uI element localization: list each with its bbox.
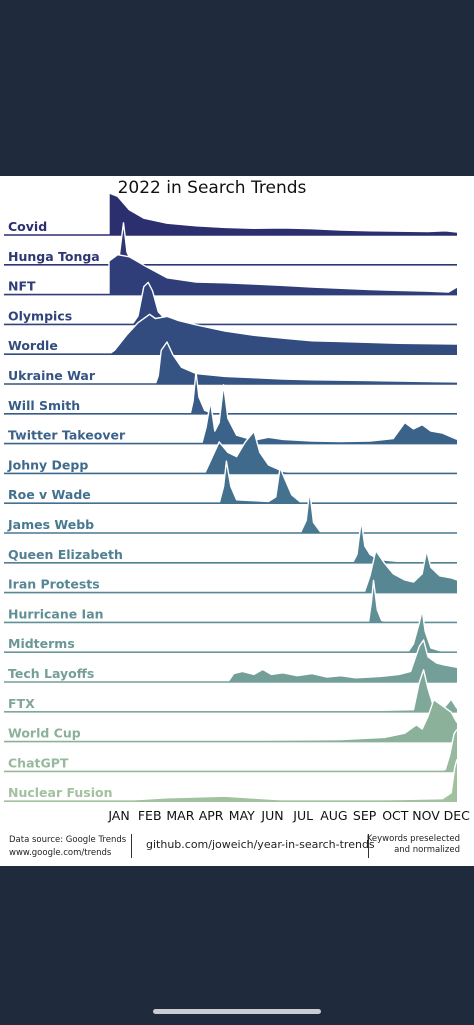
ridge-area (109, 550, 457, 593)
series-label: Olympics (8, 308, 72, 323)
series-label: Wordle (8, 338, 58, 353)
chart-title: 2022 in Search Trends (118, 178, 307, 198)
ridge-area (109, 699, 457, 742)
series-label: Nuclear Fusion (8, 785, 113, 800)
footer-divider-right (368, 834, 369, 858)
note-line2: and normalized (394, 845, 460, 855)
series-label: Will Smith (8, 398, 80, 413)
ridge-area (109, 314, 457, 355)
ridge-james-webb: James Webb (4, 490, 457, 534)
ridge-outline (108, 254, 458, 295)
series-label: Covid (8, 219, 47, 234)
month-axis: JAN FEB MAR APR MAY JUN JUL AUG SEP OCT NOV DEC (107, 808, 470, 823)
month-tick-label: MAR (166, 808, 194, 823)
ridge-outline (108, 698, 458, 743)
ridge-outline (109, 430, 457, 475)
month-tick-label: JAN (107, 808, 129, 823)
month-tick-label: JUN (260, 808, 283, 823)
footer-divider-left (131, 834, 132, 858)
ridge-chatgpt: ChatGPT (4, 729, 458, 773)
ridge-outline (109, 549, 458, 594)
ridge-covid: Covid (4, 192, 458, 236)
ridge-hurricane-ian: Hurricane Ian (4, 579, 457, 624)
month-tick-label: OCT (382, 808, 409, 823)
ridge-outline (109, 460, 457, 504)
month-tick-label: APR (199, 808, 224, 823)
ridge-outline (109, 384, 458, 445)
series-label: Roe v Wade (8, 487, 91, 502)
ridge-world-cup: World Cup (4, 698, 458, 743)
series-label: Johny Depp (7, 457, 88, 472)
ridge-outline (108, 313, 458, 355)
month-tick-label: FEB (138, 808, 162, 823)
ridge-will-smith: Will Smith (4, 371, 457, 415)
ridge-johny-depp: Johny Depp (4, 430, 457, 475)
ridge-area (109, 640, 457, 682)
ridgeline-chart: 2022 in Search Trends Covid Hunga Tonga NF… (4, 178, 470, 823)
repo-link[interactable]: github.com/joweich/year-in-search-trends (146, 838, 375, 851)
ridge-outline (109, 609, 458, 653)
ridge-nuclear-fusion: Nuclear Fusion (4, 759, 458, 803)
ridge-twitter-takeover: Twitter Takeover (4, 384, 458, 445)
series-label: NFT (8, 279, 36, 294)
home-indicator[interactable] (153, 1009, 321, 1014)
series-label: Queen Elizabeth (8, 547, 123, 562)
series-label: FTX (8, 696, 35, 711)
ridge-area (109, 384, 457, 444)
chart-card: 2022 in Search Trends Covid Hunga Tonga NF… (0, 176, 474, 866)
data-source-line2: www.google.com/trends (9, 848, 112, 858)
series-label: ChatGPT (8, 755, 69, 770)
month-tick-label: JUL (292, 808, 313, 823)
ridge-outline (108, 192, 458, 235)
series-label: Twitter Takeover (8, 428, 126, 443)
month-tick-label: NOV (412, 808, 440, 823)
ridge-outline (108, 759, 458, 802)
ridge-wordle: Wordle (4, 313, 458, 355)
ridge-outline (109, 341, 458, 385)
ridge-nft: NFT (4, 254, 458, 296)
data-source: Data source: Google Trends www.google.co… (9, 834, 126, 860)
ridge-iran-protests: Iran Protests (4, 549, 458, 594)
ridge-area (109, 759, 457, 802)
ridge-area (109, 520, 457, 563)
ridge-area (109, 254, 457, 295)
note-line1: Keywords preselected (366, 834, 460, 844)
series-label: James Webb (7, 517, 94, 532)
ridge-area (109, 461, 457, 504)
series-label: Hurricane Ian (8, 606, 104, 621)
ridge-area (109, 371, 457, 414)
series-label: World Cup (8, 726, 81, 741)
series-label: Iran Protests (8, 577, 100, 592)
month-tick-label: DEC (444, 808, 471, 823)
ridge-roe-v-wade: Roe v Wade (4, 460, 457, 505)
month-tick-label: SEP (353, 808, 377, 823)
ridge-outline (109, 639, 458, 683)
month-tick-label: AUG (320, 808, 347, 823)
footer: Data source: Google Trends www.google.co… (0, 826, 474, 866)
ridge-area (109, 610, 457, 653)
ridge-area (109, 193, 457, 235)
series-label: Hunga Tonga (8, 249, 100, 264)
series-label: Midterms (8, 636, 75, 651)
normalization-note: Keywords preselected and normalized (360, 834, 460, 856)
ridges-group: Covid Hunga Tonga NFT Olympics Wordle Ukraine… (4, 192, 458, 803)
data-source-line1: Data source: Google Trends (9, 835, 127, 845)
series-label: Ukraine War (8, 368, 96, 383)
series-label: Tech Layoffs (8, 666, 94, 681)
ridge-outline (109, 520, 458, 564)
month-tick-label: MAY (229, 808, 255, 823)
